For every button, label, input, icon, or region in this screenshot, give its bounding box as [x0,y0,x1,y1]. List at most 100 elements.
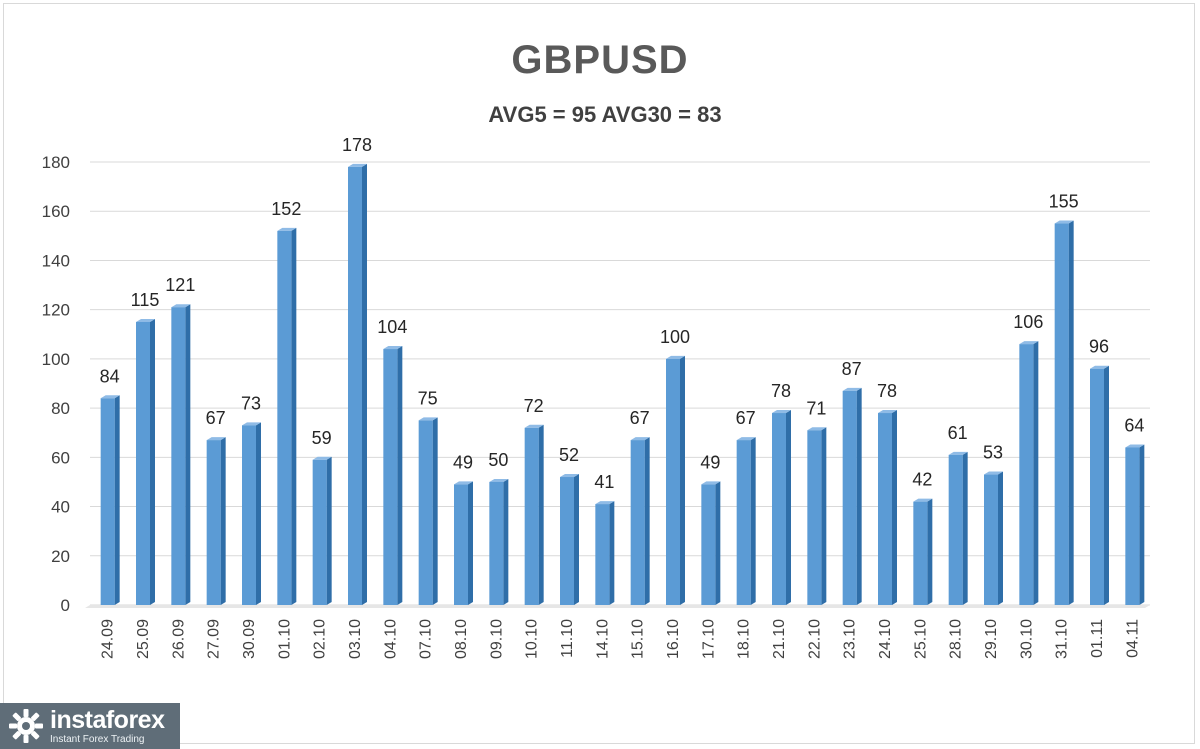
bar-top [1090,365,1109,369]
data-label: 96 [1089,337,1109,357]
x-tick-label: 24.09 [100,619,117,659]
logo-tagline: Instant Forex Trading [50,733,145,745]
bar-side [326,456,332,605]
bar-top [701,481,721,485]
data-label: 178 [342,135,372,155]
bar-side [1104,365,1109,605]
bar-side [185,304,191,605]
bar-side [150,318,155,605]
bar-top [171,304,191,308]
bar-top [595,501,615,505]
bar [630,440,645,605]
bar-side [821,427,827,605]
bar [772,413,786,605]
x-tick-label: 22.10 [806,619,823,659]
bar [136,321,150,605]
bar [736,440,751,605]
bar-top [1125,444,1145,448]
data-label: 67 [736,408,756,428]
data-label: 72 [524,396,544,416]
x-tick-label: 15.10 [630,619,647,659]
bar [807,430,822,605]
bar-top [948,451,968,455]
bar [1019,344,1034,605]
x-tick-label: 07.10 [418,619,435,659]
x-tick-label: 27.09 [206,619,223,659]
bar [913,501,928,605]
x-tick-label: 14.10 [594,619,611,659]
bar [418,420,433,605]
data-label: 64 [1124,415,1144,435]
bar-top [242,422,261,426]
x-tick-label: 08.10 [453,619,470,659]
bar-top [454,481,473,485]
y-tick-label: 40 [51,498,70,517]
bar-top [312,456,332,460]
bar-top [666,355,685,359]
bar-side [1068,220,1074,605]
bar [312,459,327,605]
x-tick-label: 23.10 [842,619,859,659]
x-tick-label: 10.10 [524,619,541,659]
x-tick-label: 24.10 [877,619,894,659]
bar [842,390,857,605]
y-tick-label: 160 [42,202,70,221]
y-tick-label: 80 [51,399,70,418]
bar-top [630,437,650,441]
data-label: 71 [806,398,826,418]
bar [242,425,256,605]
bar-side [644,437,650,605]
logo-name: instaforex [50,705,165,734]
y-tick-label: 100 [42,350,70,369]
bar-top [772,410,791,414]
bar [595,504,610,605]
bar [701,484,716,605]
data-label: 100 [660,327,690,347]
watermark-logo: instaforex Instant Forex Trading [0,703,180,749]
bar [878,413,892,605]
bar [984,474,998,605]
bar-side [1139,444,1145,605]
data-label: 152 [271,199,301,219]
data-label: 52 [559,445,579,465]
bar-side [962,451,968,605]
y-tick-label: 20 [51,547,70,566]
bar-side [680,355,685,605]
chart-title: GBPUSD [511,38,689,82]
bar-side [256,422,261,605]
data-label: 42 [912,470,932,490]
bar-top [736,437,756,441]
data-label: 78 [771,381,791,401]
bar-top [383,346,403,350]
bar [666,358,680,605]
bar-top [878,410,897,414]
bar-top [560,474,579,478]
bar-top [842,387,862,391]
bar [348,166,362,605]
y-tick-label: 0 [61,596,70,615]
data-label: 41 [594,472,614,492]
bar-top [913,498,933,502]
bar-side [715,481,721,605]
x-tick-label: 01.11 [1089,619,1106,658]
gear-logo-icon [9,709,43,743]
bar-top [136,318,155,322]
y-tick-label: 140 [42,251,70,270]
x-tick-label: 03.10 [347,619,364,659]
x-tick-label: 04.10 [382,619,399,659]
bar-side [362,163,367,605]
bar-top [1054,220,1074,224]
bar-side [927,498,933,605]
bar-top [418,417,438,421]
bar [277,230,292,605]
bar-side [432,417,438,605]
bar [454,484,468,605]
bar [560,477,574,605]
bar-side [1033,341,1039,605]
data-label: 59 [312,428,332,448]
x-tick-label: 17.10 [700,619,717,659]
x-tick-label: 28.10 [948,619,965,659]
x-tick-label: 09.10 [488,619,505,659]
x-tick-label: 01.10 [276,619,293,659]
